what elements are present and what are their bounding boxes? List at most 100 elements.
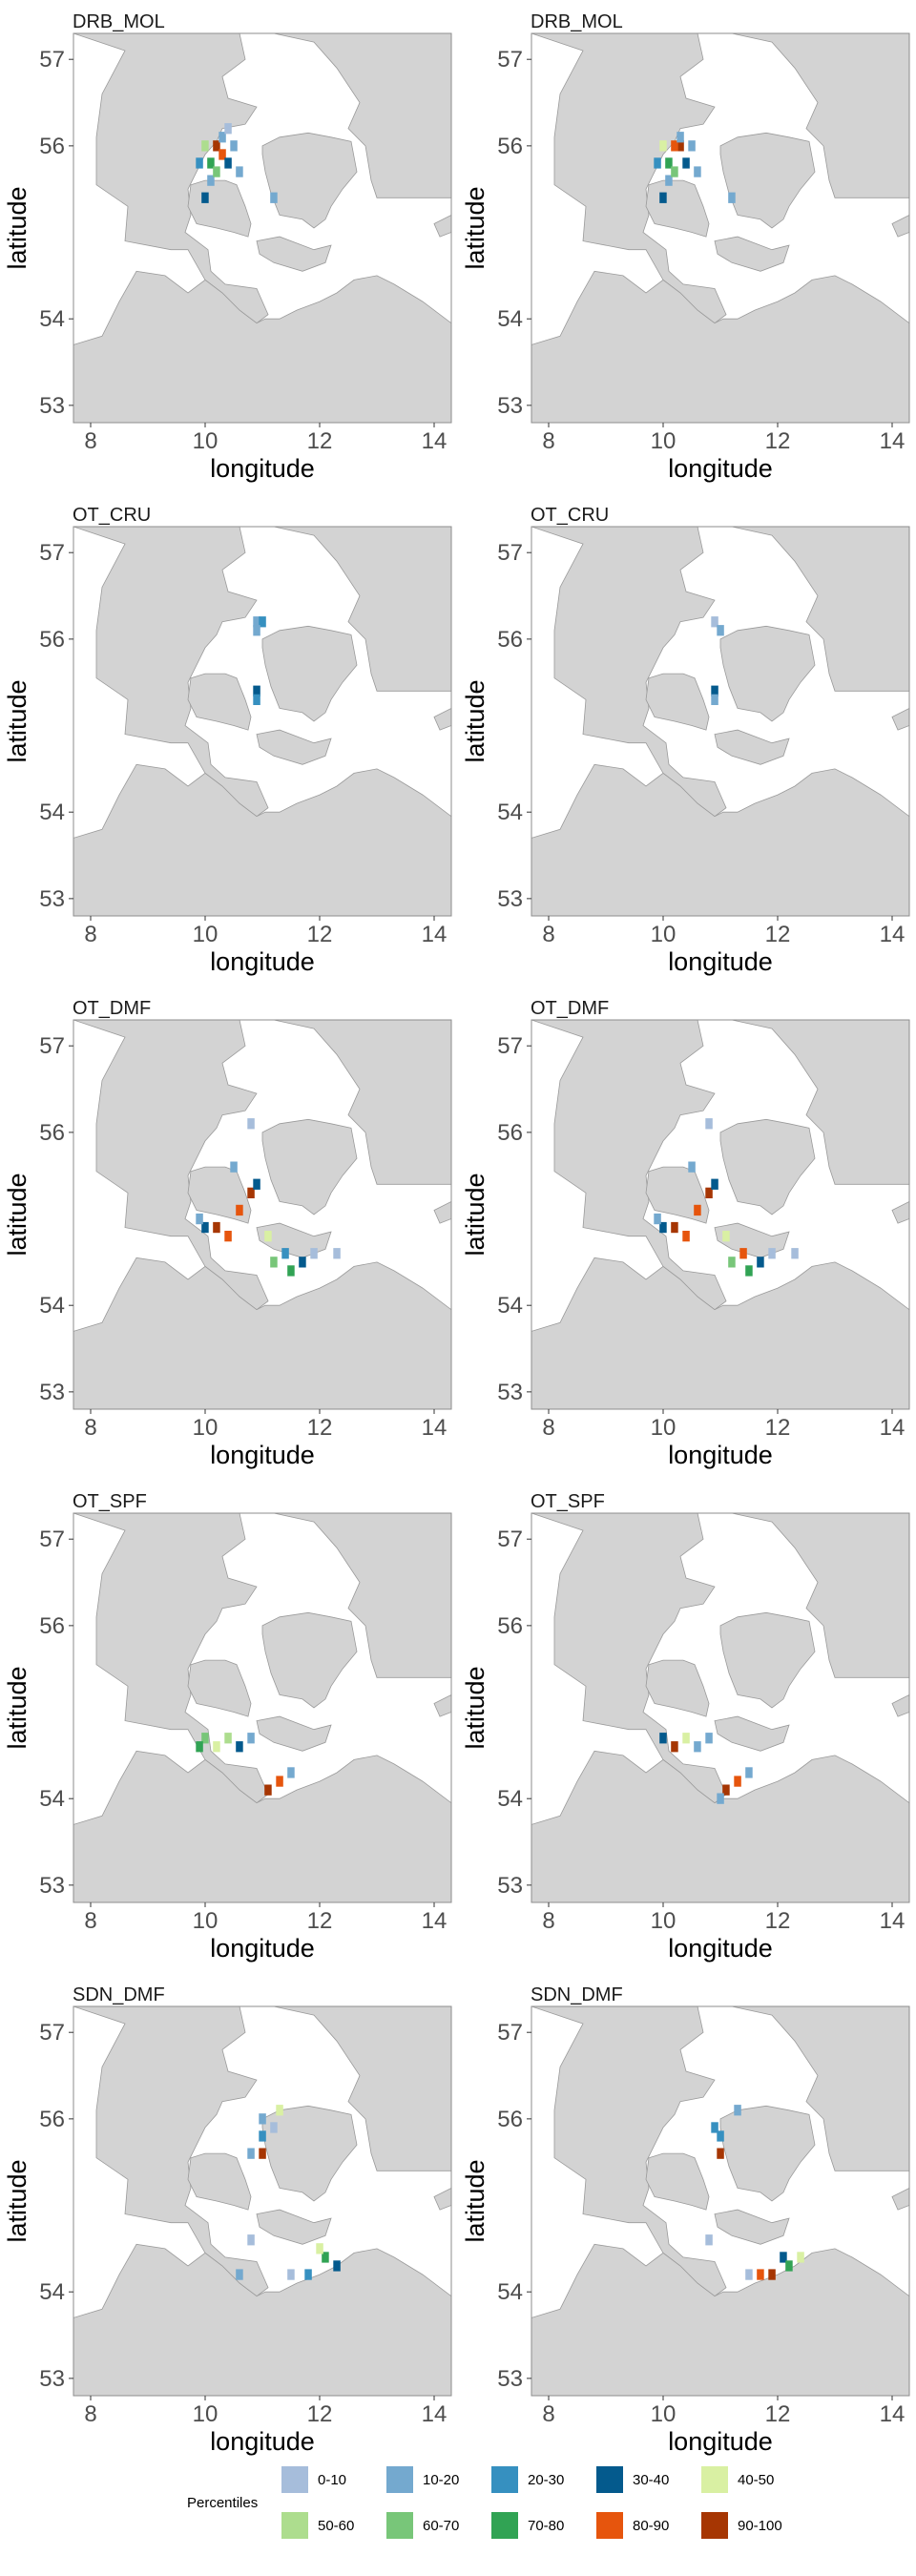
x-tick-label: 12: [307, 428, 333, 454]
effort-cell: [659, 140, 667, 152]
bornholm-land: [891, 1693, 909, 1717]
funen-land: [645, 1659, 710, 1717]
germany-land: [531, 763, 909, 916]
x-tick-label: 10: [651, 922, 677, 947]
bornholm-land: [433, 214, 451, 238]
x-axis-label: longitude: [668, 1934, 773, 1963]
lolland-land: [714, 1715, 790, 1752]
effort-cell: [236, 166, 243, 177]
effort-cell: [247, 1733, 255, 1744]
y-tick-label: 57: [497, 47, 523, 73]
funen-land: [645, 673, 710, 731]
plot-frame: [531, 32, 910, 424]
y-axis-label: latitude: [3, 186, 31, 269]
effort-cell: [287, 1767, 295, 1778]
x-tick-label: 14: [422, 1415, 448, 1441]
jutland-land: [531, 527, 727, 818]
effort-cell: [310, 1248, 318, 1259]
effort-cell: [213, 1221, 220, 1234]
sweden-land: [731, 33, 909, 198]
effort-cell: [694, 1741, 701, 1753]
x-axis-label: longitude: [668, 1441, 773, 1469]
plot-frame: [531, 1512, 910, 1903]
effort-cell: [734, 2105, 741, 2116]
x-tick-label: 10: [651, 2401, 677, 2427]
y-axis-label: latitude: [461, 186, 489, 269]
y-axis-label: latitude: [461, 1173, 489, 1256]
y-tick-label: 57: [39, 1527, 65, 1552]
effort-cell: [688, 140, 696, 152]
effort-cell: [694, 166, 701, 177]
legend-title: Percentiles: [187, 2495, 259, 2511]
effort-cell: [659, 1733, 667, 1744]
legend-swatch: [281, 2512, 308, 2539]
effort-cell: [722, 1784, 730, 1796]
legend-label: 90-100: [738, 2517, 782, 2534]
effort-cell: [791, 1248, 799, 1259]
x-tick-label: 8: [542, 428, 554, 454]
effort-cell: [219, 132, 226, 143]
map-panel: DRB_MOL 8 10 12 14 53 54 56 57 longitude latitude: [0, 8, 458, 494]
x-tick-label: 8: [542, 922, 554, 947]
effort-cell: [253, 625, 260, 636]
germany-land: [531, 270, 909, 423]
y-tick-label: 53: [497, 1380, 523, 1405]
effort-cell: [671, 1741, 678, 1753]
plot-frame: [531, 1019, 910, 1410]
y-tick-label: 57: [39, 1033, 65, 1059]
legend-swatch: [596, 2512, 623, 2539]
effort-cell: [201, 140, 209, 152]
y-tick-label: 53: [497, 1873, 523, 1899]
jutland-land: [73, 2006, 269, 2297]
effort-cell: [780, 2252, 787, 2263]
zealand-land: [261, 1611, 358, 1709]
sweden-land: [731, 2006, 909, 2171]
x-tick-label: 12: [765, 2401, 791, 2427]
effort-cell: [665, 157, 673, 169]
x-axis-label: longitude: [210, 1441, 315, 1469]
sweden-land: [273, 1020, 451, 1185]
map-panel: OT_CRU 8 10 12 14 53 54 56 57 longitude latitude: [458, 501, 916, 987]
map-svg: 8 10 12 14 53 54 56 57 longitude latitude: [461, 1019, 910, 1469]
legend-item: 90-100: [701, 2512, 782, 2539]
legend-item: 50-60: [281, 2512, 354, 2539]
y-tick-label: 54: [39, 1786, 65, 1812]
sweden-land: [731, 1020, 909, 1185]
map-svg: 8 10 12 14 53 54 56 57 longitude latitude: [461, 2005, 910, 2456]
x-axis-label: longitude: [210, 947, 315, 976]
plot-frame: [73, 526, 452, 917]
map-svg: 8 10 12 14 53 54 56 57 longitude latitude: [461, 1512, 910, 1963]
map-panel: SDN_DMF 8 10 12 14 53 54 56 57 longitude latitude: [458, 1981, 916, 2467]
effort-cell: [333, 2260, 341, 2272]
y-tick-label: 57: [39, 540, 65, 566]
legend-swatch: [701, 2512, 728, 2539]
bornholm-land: [891, 214, 909, 238]
effort-cell: [322, 2252, 329, 2263]
map-panel: OT_SPF 8 10 12 14 53 54 56 57 longitude latitude: [458, 1487, 916, 1974]
effort-cell: [671, 1221, 678, 1234]
effort-cell: [745, 1767, 753, 1778]
effort-cell: [659, 1221, 667, 1234]
y-tick-label: 53: [39, 1873, 65, 1899]
y-tick-label: 57: [39, 2020, 65, 2046]
x-tick-label: 12: [307, 1908, 333, 1934]
y-tick-label: 54: [497, 1293, 523, 1319]
legend-swatch: [386, 2466, 413, 2493]
x-tick-label: 8: [84, 1908, 96, 1934]
jutland-land: [73, 33, 269, 324]
x-tick-label: 14: [422, 2401, 448, 2427]
effort-cell: [230, 140, 238, 152]
panel-title: OT_CRU: [531, 505, 610, 526]
effort-cell: [299, 1257, 306, 1268]
effort-cell: [682, 1231, 690, 1242]
bornholm-land: [433, 2187, 451, 2211]
germany-land: [73, 270, 451, 423]
effort-cell: [304, 2269, 312, 2280]
panel-title: OT_SPF: [73, 1491, 147, 1512]
y-tick-label: 53: [497, 2366, 523, 2392]
effort-cell: [213, 140, 220, 152]
map-svg: 8 10 12 14 53 54 56 57 longitude latitude: [3, 1019, 452, 1469]
effort-cell: [734, 1776, 741, 1787]
germany-land: [73, 763, 451, 916]
zealand-land: [719, 1611, 816, 1709]
